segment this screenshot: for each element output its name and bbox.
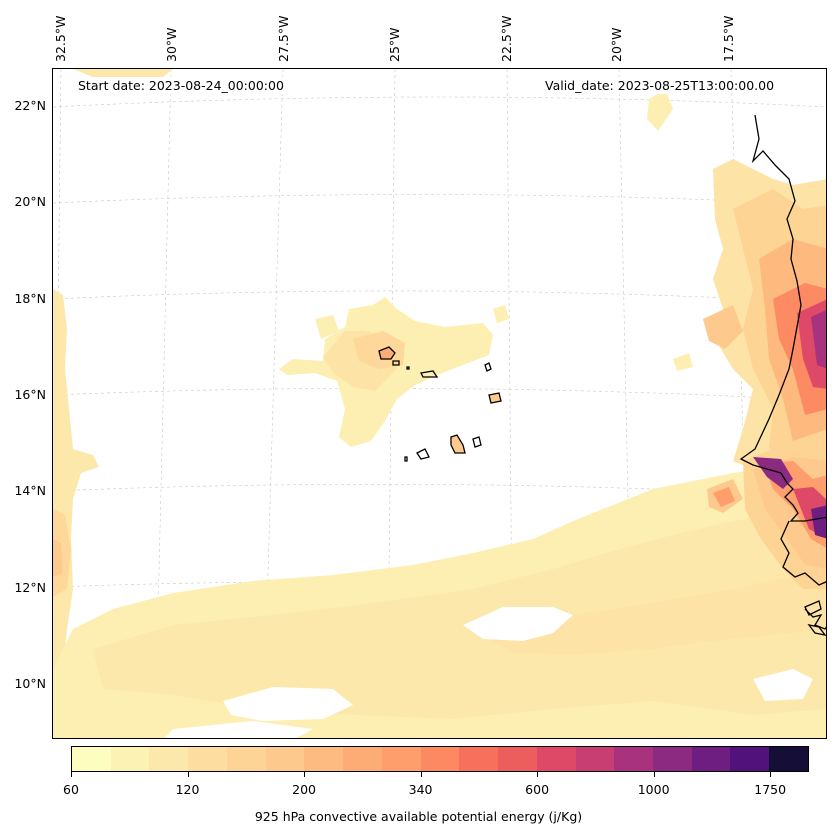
colorbar-cell — [459, 747, 499, 771]
lon-label-22.5w: 22.5°W — [499, 15, 514, 62]
colorbar-cell — [536, 747, 576, 771]
colorbar-tick-mark — [71, 772, 72, 777]
valid-date-label: Valid_date: 2023-08-25T13:00:00.00 — [540, 77, 780, 94]
colorbar-tick-label: 340 — [408, 782, 433, 797]
lon-label-27.5w: 27.5°W — [276, 15, 291, 62]
colorbar-tick-label: 1000 — [637, 782, 670, 797]
colorbar-tick-mark — [187, 772, 189, 777]
colorbar-tick-label: 60 — [63, 782, 79, 797]
lon-label-25w: 25°W — [387, 27, 402, 62]
colorbar-title: 925 hPa convective available potential e… — [254, 809, 583, 824]
colorbar-cell — [614, 747, 654, 771]
colorbar-tick-mark — [420, 772, 422, 777]
lon-label-17.5w: 17.5°W — [721, 15, 736, 62]
lat-label-16n: 16°N — [14, 387, 46, 402]
colorbar-cell — [691, 747, 731, 771]
colorbar-tick-mark — [304, 772, 306, 777]
colorbar-tick-mark — [537, 772, 539, 777]
colorbar-tick-label: 200 — [292, 782, 316, 797]
colorbar-tick-label: 120 — [175, 782, 200, 797]
colorbar-tick-label: 1750 — [754, 782, 787, 797]
colorbar-cell — [420, 747, 460, 771]
colorbar-cell — [653, 747, 692, 771]
colorbar-cell — [730, 747, 770, 771]
cape-map — [53, 69, 826, 738]
start-date-label: Start date: 2023-08-24_00:00:00 — [73, 77, 289, 94]
lat-label-14n: 14°N — [14, 483, 46, 498]
colorbar-cell — [498, 747, 537, 771]
colorbar-cell — [265, 747, 305, 771]
map-panel[interactable] — [52, 68, 827, 739]
colorbar-cell — [381, 747, 421, 771]
colorbar-tick-mark — [653, 772, 655, 777]
lon-label-32.5w: 32.5°W — [53, 15, 68, 62]
colorbar — [71, 746, 809, 772]
lat-label-12n: 12°N — [14, 580, 46, 595]
cape-filled-contours — [53, 69, 826, 738]
colorbar-cell — [226, 747, 266, 771]
colorbar-cell — [149, 747, 189, 771]
colorbar-cell — [343, 747, 382, 771]
colorbar-cell — [72, 747, 111, 771]
lon-label-20w: 20°W — [609, 27, 624, 62]
colorbar-cell — [575, 747, 615, 771]
lat-label-10n: 10°N — [14, 676, 46, 691]
lat-label-20n: 20°N — [14, 194, 46, 209]
coastline — [378, 114, 826, 636]
lat-label-22n: 22°N — [14, 98, 46, 113]
colorbar-cell — [188, 747, 227, 771]
colorbar-cell — [110, 747, 150, 771]
colorbar-tick-label: 600 — [525, 782, 550, 797]
colorbar-cell — [769, 747, 808, 771]
lon-label-30w: 30°W — [164, 27, 179, 62]
colorbar-tick-mark — [770, 772, 772, 777]
lat-label-18n: 18°N — [14, 291, 46, 306]
colorbar-cell — [304, 747, 344, 771]
